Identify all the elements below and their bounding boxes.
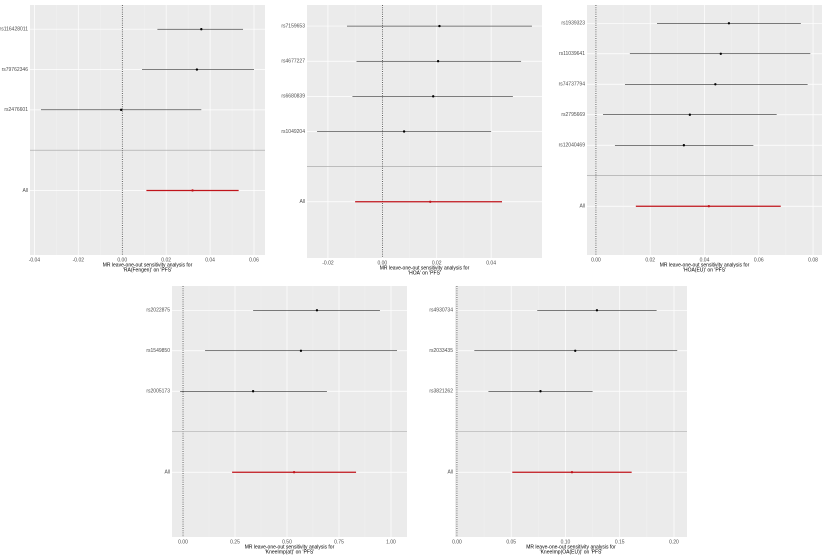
y-tick-label: rs2795669 [561, 112, 585, 118]
x-tick-label: -0.02 [322, 260, 334, 266]
x-tick-label: 0.02 [432, 260, 442, 266]
x-tick-label: 0.02 [161, 257, 171, 263]
plot-background [30, 5, 265, 255]
y-tick-label: rs2005173 [146, 389, 170, 395]
y-tick-label: rs1939323 [561, 21, 585, 27]
point-estimate [539, 390, 542, 393]
point-estimate [251, 390, 255, 393]
x-tick-label: 0.75 [334, 539, 344, 545]
x-tick-label: 0.05 [506, 539, 516, 545]
y-tick-label: rs2022875 [146, 308, 170, 314]
x-tick-label: 0.02 [645, 257, 655, 263]
plot-background [172, 286, 407, 537]
point-estimate [682, 144, 686, 147]
y-tick-label: rs2476601 [4, 107, 28, 113]
x-tick-label: 0.15 [615, 539, 625, 545]
point-estimate [438, 24, 441, 28]
point-estimate [402, 130, 406, 133]
x-tick-label: 0.06 [249, 257, 259, 263]
x-tick-label: -0.04 [29, 257, 41, 263]
x-tick-label: 1.00 [386, 539, 396, 545]
y-tick-label: rs4930734 [429, 308, 453, 314]
y-tick-label: rs11039641 [559, 51, 585, 57]
x-axis-label: MR leave-one-out sensitivity analysis fo… [526, 544, 616, 550]
x-tick-label: 0.50 [282, 539, 292, 545]
x-axis-label: MR leave-one-out sensitivity analysis fo… [245, 544, 335, 550]
point-estimate [707, 205, 711, 208]
panel: -0.02 0.00 0.02 0.04 rs7159653 rs4677227 rs668… [281, 5, 542, 276]
plot-background [455, 286, 687, 537]
point-estimate [315, 309, 319, 312]
y-tick-label: rs79762346 [2, 67, 29, 73]
x-tick-label: 0.00 [117, 257, 127, 263]
x-tick-label: 0.06 [754, 257, 764, 263]
x-axis-label: MR leave-one-out sensitivity analysis fo… [103, 262, 193, 268]
y-tick-label: All [299, 199, 305, 205]
point-estimate [432, 95, 435, 98]
panel: 0.00 0.25 0.50 0.75 1.00 rs2022875 rs1549850 rs… [146, 286, 407, 555]
x-tick-label: 0.00 [452, 539, 462, 545]
y-tick-label: rs1549850 [146, 348, 170, 354]
y-tick-label: rs3821262 [429, 389, 453, 395]
x-axis-label: MR leave-one-out sensitivity analysis fo… [380, 265, 470, 271]
x-axis-label: 'HOA' on 'PFS' [408, 270, 441, 276]
x-tick-label: 0.00 [178, 539, 188, 545]
y-tick-label: rs6680839 [281, 94, 305, 100]
y-tick-label: rs116428011 [0, 27, 28, 33]
point-estimate [436, 60, 440, 63]
y-tick-label: rs2033435 [429, 348, 453, 354]
x-axis-label: 'KneeImp(OA(EU))' on 'PFS' [540, 549, 603, 555]
x-tick-label: 0.00 [377, 260, 387, 266]
y-tick-label: All [447, 470, 453, 476]
x-tick-label: 0.04 [205, 257, 215, 263]
x-axis-label: MR leave-one-out sensitivity analysis fo… [660, 262, 750, 268]
point-estimate [429, 200, 432, 203]
x-axis-label: 'HOA(EU)' on 'PFS' [683, 267, 726, 273]
y-tick-label: rs7159653 [281, 23, 305, 29]
y-tick-label: All [164, 470, 170, 476]
point-estimate [574, 349, 577, 352]
x-tick-label: 0.08 [808, 257, 818, 263]
y-tick-label: rs4677227 [281, 59, 305, 65]
y-tick-label: All [579, 204, 585, 210]
y-tick-label: rs74737794 [559, 82, 586, 88]
panel: 0.00 0.02 0.04 0.06 0.08 rs1939323 rs11039641 r… [559, 5, 822, 273]
point-estimate [595, 309, 599, 312]
point-estimate [292, 471, 296, 474]
y-tick-label: All [22, 188, 28, 194]
point-estimate [727, 22, 731, 25]
point-estimate [714, 83, 717, 86]
x-tick-label: 0.04 [700, 257, 710, 263]
point-estimate [195, 68, 199, 71]
x-tick-label: 0.04 [486, 260, 496, 266]
point-estimate [119, 108, 123, 112]
point-estimate [200, 27, 203, 31]
x-axis-label: 'RA(Fengen)' on 'PFS' [123, 267, 172, 273]
y-tick-label: rs12040469 [559, 143, 586, 149]
x-axis-label: 'KneeImp(at)' on 'PFS' [265, 549, 314, 555]
point-estimate [719, 52, 722, 55]
point-estimate [191, 189, 194, 192]
point-estimate [570, 471, 574, 474]
x-tick-label: -0.02 [73, 257, 85, 263]
panel: -0.04 -0.02 0.00 0.02 0.04 0.06 rs116428011 rs7… [0, 5, 265, 273]
x-tick-label: 0.25 [230, 539, 240, 545]
x-tick-label: 0.20 [669, 539, 679, 545]
y-tick-label: rs1049204 [281, 129, 305, 135]
point-estimate [299, 349, 303, 352]
x-tick-label: 0.10 [561, 539, 571, 545]
panel: 0.00 0.05 0.10 0.15 0.20 rs4930734 rs2033435 rs… [429, 286, 687, 555]
x-tick-label: 0.00 [591, 257, 601, 263]
point-estimate [688, 113, 692, 116]
